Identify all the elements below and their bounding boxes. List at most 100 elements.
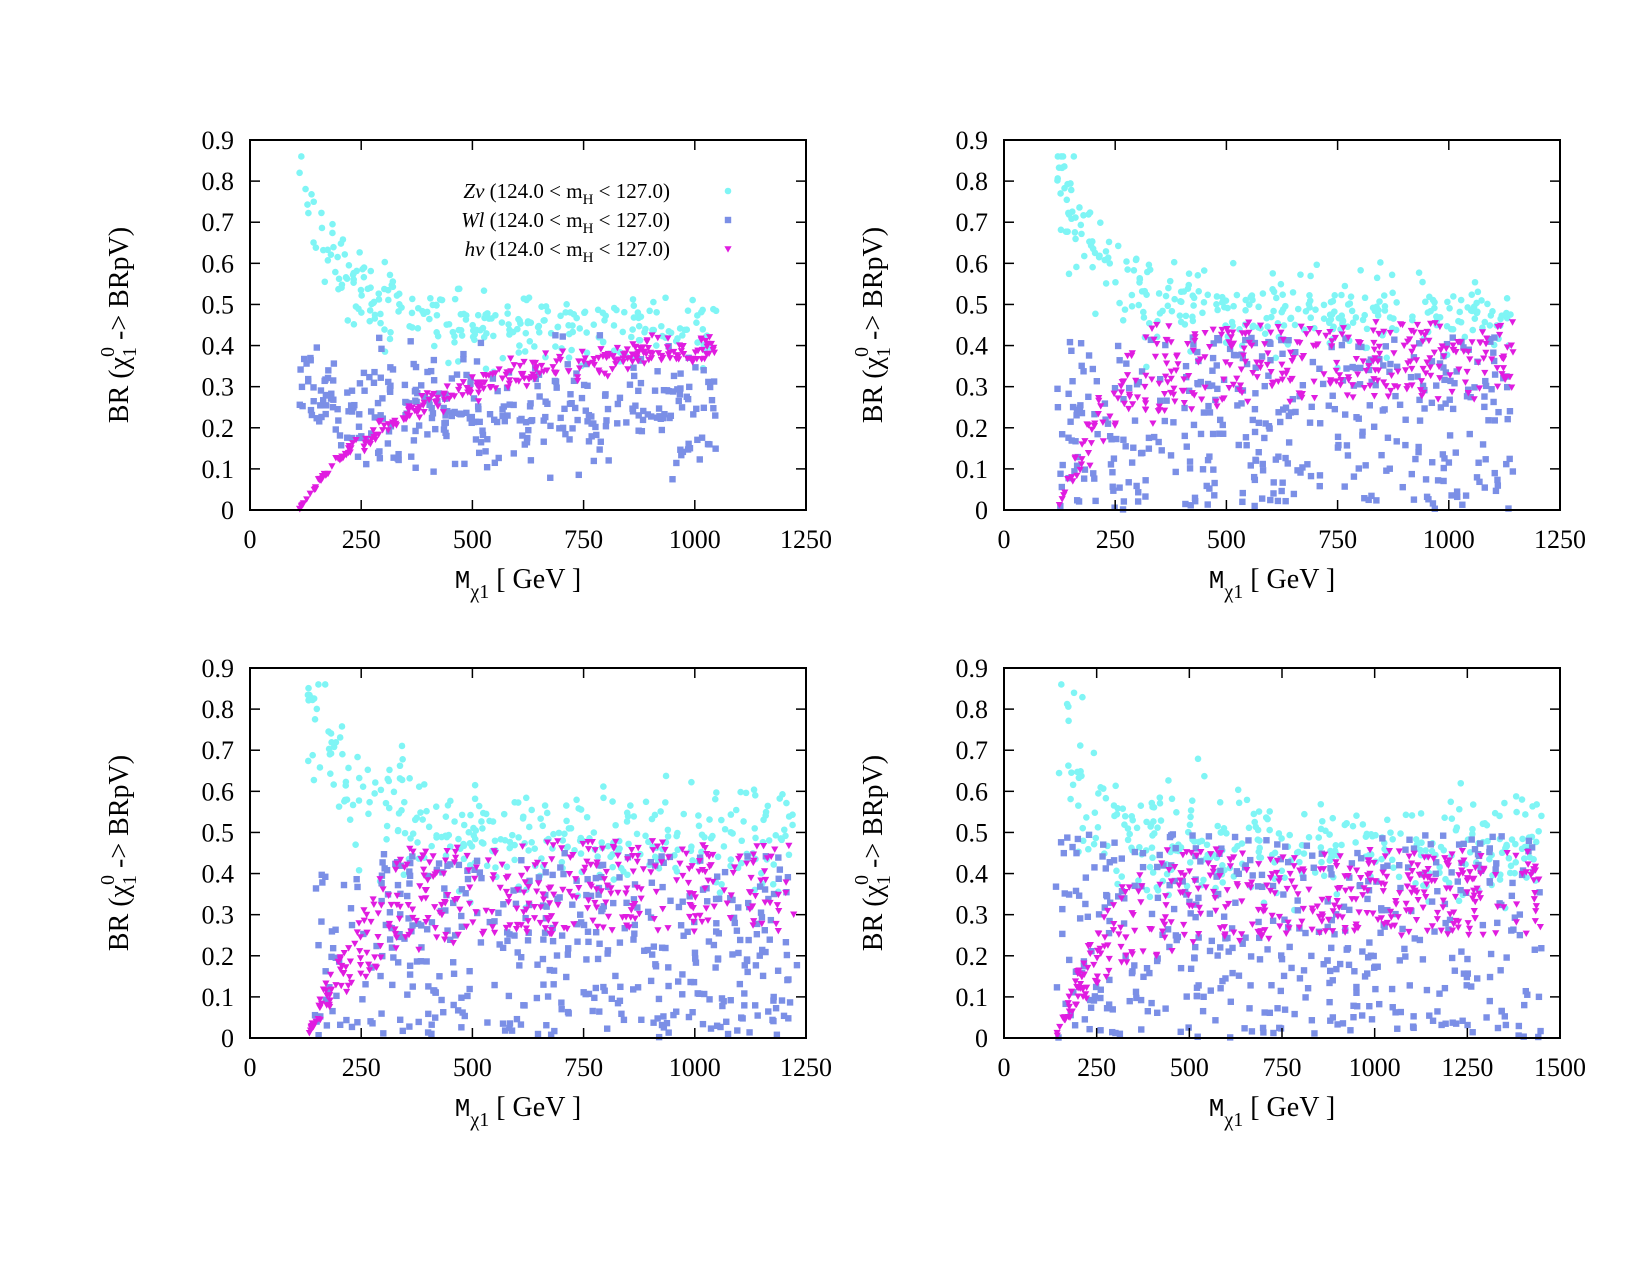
data-point-square — [1486, 997, 1493, 1005]
data-point-circle — [1271, 849, 1279, 857]
data-point-square — [501, 1027, 509, 1034]
data-point-square — [731, 919, 738, 927]
data-point-circle — [575, 805, 582, 812]
data-point-circle — [543, 809, 551, 817]
data-point-square — [524, 434, 531, 442]
data-point-triangle — [1366, 382, 1374, 390]
data-point-square — [665, 964, 672, 971]
data-point-circle — [469, 321, 476, 329]
data-point-square — [425, 983, 432, 990]
data-point-triangle — [549, 364, 557, 371]
data-point-triangle — [1524, 861, 1532, 868]
y-tick-label: 0.4 — [202, 860, 235, 889]
data-point-triangle — [1216, 925, 1225, 932]
data-point-circle — [305, 684, 312, 692]
data-point-triangle — [1434, 396, 1442, 403]
data-point-square — [374, 449, 382, 457]
data-point-square — [418, 382, 425, 389]
data-point-triangle — [688, 357, 696, 365]
data-point-square — [575, 471, 582, 479]
data-point-triangle — [1354, 339, 1362, 346]
data-point-circle — [394, 826, 402, 834]
data-point-square — [423, 926, 431, 933]
data-point-circle — [1512, 840, 1519, 848]
data-point-triangle — [1341, 929, 1349, 936]
data-point-circle — [1213, 301, 1220, 308]
data-point-triangle — [1371, 355, 1379, 362]
data-point-square — [1294, 467, 1301, 474]
data-point-triangle — [1068, 1008, 1076, 1015]
data-point-square — [602, 423, 610, 430]
data-point-square — [1248, 334, 1255, 342]
data-point-triangle — [431, 924, 439, 932]
data-point-square — [631, 930, 638, 937]
data-point-triangle — [1106, 413, 1114, 420]
data-point-square — [1256, 934, 1263, 942]
data-point-circle — [598, 839, 606, 846]
data-point-square — [733, 927, 741, 934]
data-point-square — [436, 973, 443, 980]
data-point-circle — [1272, 354, 1280, 362]
data-point-square — [1278, 336, 1285, 344]
data-point-circle — [727, 856, 735, 863]
data-point-triangle — [1328, 338, 1336, 345]
data-point-circle — [1137, 802, 1145, 810]
data-point-circle — [1231, 846, 1238, 853]
data-point-circle — [389, 283, 397, 291]
data-point-square — [1421, 405, 1428, 412]
data-point-circle — [338, 723, 346, 730]
data-point-triangle — [384, 427, 392, 434]
data-point-triangle — [1370, 339, 1378, 347]
data-point-circle — [1189, 317, 1197, 325]
data-point-circle — [1275, 830, 1283, 837]
data-point-square — [1181, 888, 1189, 896]
data-point-circle — [370, 299, 377, 307]
data-point-triangle — [1524, 849, 1532, 856]
data-point-square — [319, 397, 327, 404]
data-point-square — [780, 1012, 788, 1020]
data-point-circle — [531, 845, 539, 852]
data-point-square — [1125, 479, 1132, 486]
data-point-triangle — [1248, 921, 1257, 928]
data-point-square — [600, 983, 607, 991]
data-point-triangle — [1168, 947, 1176, 955]
data-point-triangle — [1316, 866, 1324, 873]
data-point-triangle — [1441, 855, 1449, 862]
data-point-square — [458, 912, 465, 920]
data-point-circle — [385, 777, 393, 785]
data-point-triangle — [1222, 359, 1230, 366]
data-point-square — [539, 955, 547, 963]
data-point-triangle — [488, 924, 497, 931]
data-point-square — [401, 935, 408, 942]
data-point-square — [1170, 419, 1177, 426]
data-point-circle — [427, 294, 434, 302]
data-point-circle — [1505, 854, 1513, 862]
data-point-square — [1442, 369, 1450, 376]
data-point-triangle — [1482, 340, 1490, 348]
data-point-circle — [1389, 835, 1396, 843]
data-point-circle — [1091, 809, 1099, 816]
data-point-circle — [1479, 820, 1487, 828]
data-point-square — [463, 409, 470, 417]
data-point-triangle — [1387, 372, 1396, 380]
data-point-circle — [635, 336, 643, 344]
data-point-square — [1502, 1021, 1510, 1029]
data-point-circle — [385, 296, 392, 304]
data-point-triangle — [1448, 851, 1456, 858]
data-point-triangle — [422, 886, 431, 894]
data-point-square — [647, 977, 655, 985]
data-point-triangle — [1471, 898, 1479, 906]
data-point-triangle — [1229, 329, 1237, 336]
data-point-circle — [1280, 322, 1288, 329]
y-tick-label: 0.5 — [202, 818, 235, 847]
data-point-square — [660, 1013, 667, 1020]
data-point-square — [1511, 914, 1519, 921]
data-point-circle — [1201, 772, 1208, 780]
data-point-circle — [1376, 298, 1383, 305]
data-point-square — [438, 996, 445, 1004]
data-point-triangle — [701, 868, 709, 876]
data-point-square — [522, 419, 530, 426]
data-point-square — [1229, 969, 1236, 977]
data-point-circle — [742, 789, 750, 797]
data-point-square — [406, 872, 414, 880]
